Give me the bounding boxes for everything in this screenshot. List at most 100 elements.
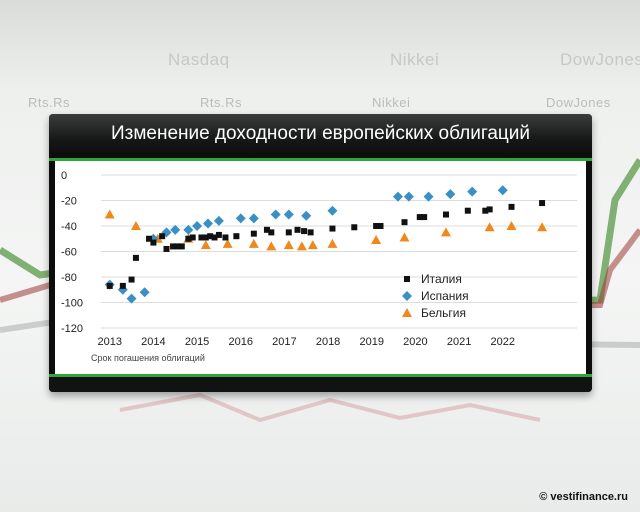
data-point-diamond [235,213,246,224]
data-point-triangle [484,222,495,232]
y-tick-label: -120 [61,323,83,335]
bg-ticker-rts-2: Rts.Rs [200,95,242,110]
bg-ticker-nikkei-2: Nikkei [372,95,411,110]
data-point-diamond [497,185,508,196]
data-point-square [294,226,301,233]
data-point-square [174,243,181,250]
data-point-square [146,235,153,242]
data-point-square [222,234,229,241]
data-point-triangle [104,209,115,219]
data-point-diamond [301,210,312,221]
x-tick-label: 2019 [360,336,384,348]
data-point-square [442,211,449,218]
data-point-square [185,235,192,242]
data-point-square [416,214,423,221]
data-point-square [421,214,428,221]
data-point-square [132,254,139,261]
data-point-square [268,229,275,236]
data-point-square [170,243,177,250]
data-point-square [377,223,384,229]
bg-ticker-nikkei: Nikkei [390,50,440,69]
data-point-diamond [423,191,434,202]
x-tick-label: 2016 [229,336,253,348]
data-point-diamond [467,186,478,197]
data-point-square [198,234,205,241]
data-point-triangle [266,241,277,251]
chart-title: Изменение доходности европейских облигац… [110,123,531,144]
data-point-diamond [403,191,414,202]
data-point-triangle [537,222,548,232]
x-tick-label: 2020 [403,336,427,348]
bottom-bar [49,374,592,392]
data-point-square [163,245,170,252]
x-tick-label: 2022 [491,336,515,348]
data-point-square [373,223,380,229]
x-tick-label: 2014 [141,336,165,348]
data-point-diamond [283,209,294,220]
data-point-square [119,282,126,289]
data-point-triangle [440,227,451,237]
data-point-diamond [183,224,194,235]
legend-label: Испания [421,289,469,303]
data-point-triangle [327,238,338,248]
data-point-square [285,229,292,236]
data-point-square [250,230,257,237]
data-point-square [351,224,358,231]
x-tick-label: 2017 [272,336,296,348]
x-tick-label: 2015 [185,336,209,348]
data-point-diamond [126,293,137,304]
legend-label: Бельгия [421,306,466,320]
y-tick-label: -80 [61,272,77,284]
legend-marker [402,308,412,317]
data-point-triangle [248,238,259,248]
data-point-triangle [371,235,382,245]
data-point-triangle [307,240,318,250]
data-point-diamond [445,189,456,200]
data-point-triangle [296,241,307,251]
data-point-triangle [283,240,294,250]
x-tick-label: 2018 [316,336,340,348]
chart-svg: 0 -20 -40 -60 -80 -100 -120 2013 2014 2015 2016 201… [61,170,577,363]
plot-area: 0 -20 -40 -60 -80 -100 -120 2013 2014 2015 2016 201… [55,161,586,374]
bg-ticker-rts-1: Rts.Rs [28,95,70,110]
data-point-square [301,228,308,235]
data-point-diamond [202,218,213,229]
data-point-diamond [248,213,259,224]
legend-label: Италия [421,272,462,286]
data-point-square [233,233,240,240]
data-point-diamond [213,215,224,226]
data-point-square [159,233,166,240]
x-tick-label: 2021 [447,336,471,348]
data-point-diamond [392,191,403,202]
bg-ticker-dowjones-2: DowJones [546,95,611,110]
data-point-square [106,282,113,289]
legend-marker [402,291,412,301]
data-point-square [189,234,196,241]
data-point-diamond [170,224,181,235]
bg-ticker-nasdaq: Nasdaq [168,50,230,69]
chart-card: Изменение доходности европейских облигац… [49,114,592,392]
data-point-square [263,226,270,233]
data-point-square [486,206,493,213]
data-point-square [329,225,336,232]
data-point-triangle [130,221,141,230]
data-point-diamond [161,227,172,238]
y-tick-label: -100 [61,298,83,310]
title-bar: Изменение доходности европейских облигац… [49,114,592,161]
data-point-square [202,234,209,241]
data-point-square [539,200,546,207]
data-point-diamond [270,209,281,220]
legend-marker [404,276,410,282]
data-point-square [464,207,471,214]
data-point-square [150,239,157,246]
data-point-square [508,203,515,210]
data-point-square [307,229,314,236]
data-point-square [207,233,214,240]
data-point-diamond [327,205,338,216]
bg-pink-line [119,392,541,423]
data-point-triangle [200,240,211,250]
data-point-triangle [506,221,517,230]
data-point-triangle [222,238,233,248]
bg-ticker-dowjones: DowJones [560,50,640,69]
y-tick-label: -20 [61,196,77,208]
